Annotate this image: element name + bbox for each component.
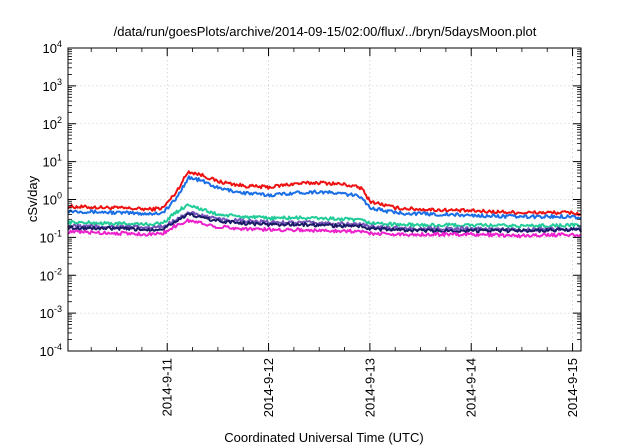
y-tick-label: 10-1 bbox=[40, 228, 62, 245]
chart-title: /data/run/goesPlots/archive/2014-09-15/0… bbox=[114, 24, 537, 39]
y-tick-label: 101 bbox=[43, 153, 62, 170]
grid bbox=[68, 48, 581, 351]
y-axis-label: cSv/day bbox=[25, 175, 40, 222]
y-tick-label: 103 bbox=[43, 77, 62, 94]
y-tick-label: 10-3 bbox=[40, 304, 62, 321]
x-tick-label: 2014-9-13 bbox=[362, 358, 377, 417]
x-tick-label: 2014-9-15 bbox=[565, 358, 580, 417]
x-axis-label: Coordinated Universal Time (UTC) bbox=[224, 430, 423, 445]
y-tick-label: 100 bbox=[43, 191, 62, 208]
series-line-1 bbox=[67, 170, 582, 217]
series-line-5 bbox=[67, 212, 582, 234]
y-tick-label: 104 bbox=[43, 39, 62, 56]
series-line-3 bbox=[67, 203, 582, 229]
x-tick-label: 2014-9-11 bbox=[160, 358, 175, 416]
series-line-6 bbox=[67, 218, 582, 239]
series-group bbox=[67, 170, 582, 239]
series-line-2 bbox=[67, 175, 582, 220]
x-axis: 2014-9-11 2014-9-12 2014-9-13 2014-9-14 2014… bbox=[90, 48, 580, 417]
x-tick-label: 2014-9-14 bbox=[464, 358, 479, 417]
y-tick-label: 10-4 bbox=[40, 342, 62, 359]
y-axis: 10-4 10-3 10-2 10-1 100 101 102 103 104 bbox=[40, 39, 581, 359]
x-tick-label: 2014-9-12 bbox=[261, 358, 276, 417]
y-tick-label: 10-2 bbox=[40, 266, 62, 283]
y-tick-label: 102 bbox=[43, 115, 62, 132]
